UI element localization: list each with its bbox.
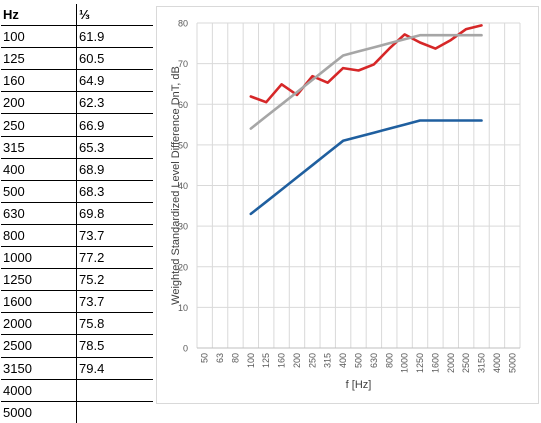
table-row: 630 69.8 (1, 202, 153, 225)
table-row: 400 68.9 (1, 158, 153, 181)
table-row: 4000 (1, 379, 153, 402)
cell-frequency: 160 (1, 69, 77, 93)
cell-value: 62.3 (76, 91, 153, 115)
x-tick-label: 50 (200, 353, 210, 363)
chart-frame (156, 6, 539, 404)
header-hz: Hz (1, 4, 77, 27)
table-row: 1600 73.7 (1, 290, 153, 314)
cell-frequency: 1250 (1, 268, 77, 292)
x-tick-label: 315 (323, 353, 333, 368)
cell-frequency: 200 (1, 91, 77, 115)
cell-value: 60.5 (76, 47, 153, 71)
x-tick-label: 100 (246, 353, 256, 368)
cell-frequency: 2000 (1, 312, 77, 336)
y-tick-label: 20 (178, 262, 188, 272)
y-tick-label: 80 (178, 19, 188, 29)
x-tick-label: 1600 (430, 353, 440, 373)
y-tick-label: 50 (178, 140, 188, 150)
cell-value: 75.2 (76, 268, 153, 292)
x-tick-label: 3150 (477, 353, 487, 373)
cell-value: 61.9 (76, 25, 153, 49)
y-tick-label: 30 (178, 222, 188, 232)
x-tick-label: 630 (369, 353, 379, 368)
series-line-2 (249, 33, 483, 130)
cell-value: 69.8 (76, 202, 153, 225)
table-row: 1250 75.2 (1, 268, 153, 292)
x-tick-label: 250 (307, 353, 317, 368)
frequency-table: Hz ⅓ 100 61.9 125 60.5 160 64.9 200 62.3 250 66.9… (1, 4, 153, 423)
cell-value: 75.8 (76, 312, 153, 336)
cell-value: 65.3 (76, 136, 153, 159)
table-row: 3150 79.4 (1, 357, 153, 380)
line-chart: 0 10 20 30 40 50 60 70 80 50 63 80 100 125 160 200 250 31… (170, 19, 521, 391)
table-row: 315 65.3 (1, 136, 153, 159)
x-tick-label: 5000 (507, 353, 517, 373)
cell-frequency: 500 (1, 180, 77, 203)
x-tick-label: 800 (384, 353, 394, 368)
x-tick-label: 400 (338, 353, 348, 368)
header-third: ⅓ (76, 4, 153, 27)
cell-frequency: 3150 (1, 357, 77, 380)
table-row: 2000 75.8 (1, 312, 153, 336)
cell-frequency: 250 (1, 113, 77, 137)
cell-value: 78.5 (76, 334, 153, 358)
cell-frequency: 125 (1, 47, 77, 71)
cell-value: 73.7 (76, 290, 153, 314)
table-row: 800 73.7 (1, 224, 153, 248)
y-tick-label: 70 (178, 59, 188, 69)
table-row: 100 61.9 (1, 25, 153, 49)
table-row: 160 64.9 (1, 69, 153, 93)
cell-frequency: 400 (1, 158, 77, 181)
x-tick-label: 500 (354, 353, 364, 368)
x-tick-label: 160 (277, 353, 287, 368)
series-line-3 (249, 119, 483, 216)
x-tick-label: 80 (230, 353, 240, 363)
x-tick-label: 63 (215, 353, 225, 363)
y-tick-label: 10 (178, 303, 188, 313)
cell-value: 66.9 (76, 113, 153, 137)
y-tick-label: 0 (183, 344, 188, 354)
cell-value: 79.4 (76, 357, 153, 380)
cell-value: 73.7 (76, 224, 153, 248)
x-tick-label: 1250 (415, 353, 425, 373)
cell-value: 68.3 (76, 180, 153, 203)
cell-value: 64.9 (76, 69, 153, 93)
cell-value: 68.9 (76, 158, 153, 181)
table-header-row: Hz ⅓ (1, 4, 153, 27)
table-row: 200 62.3 (1, 91, 153, 115)
table-row: 1000 77.2 (1, 246, 153, 270)
series-line-1 (249, 24, 483, 104)
table-row: 250 66.9 (1, 113, 153, 137)
x-tick-label: 1000 (400, 353, 410, 373)
cell-frequency: 800 (1, 224, 77, 248)
cell-frequency: 1600 (1, 290, 77, 314)
cell-frequency: 2500 (1, 334, 77, 358)
x-tick-label: 200 (292, 353, 302, 368)
table-row: 125 60.5 (1, 47, 153, 71)
x-tick-label: 4000 (492, 353, 502, 373)
x-tick-label: 2500 (461, 353, 471, 373)
cell-value (76, 379, 153, 402)
y-tick-label: 60 (178, 100, 188, 110)
cell-frequency: 630 (1, 202, 77, 225)
x-tick-label: 125 (261, 353, 271, 368)
cell-value: 77.2 (76, 246, 153, 270)
table-row: 500 68.3 (1, 180, 153, 203)
x-tick-label: 2000 (446, 353, 456, 373)
cell-frequency: 4000 (1, 379, 77, 402)
x-axis-label: f [Hz] (346, 379, 372, 391)
y-axis-label: Weighted Standardized Level Difference D… (170, 66, 182, 305)
y-tick-label: 40 (178, 181, 188, 191)
cell-frequency: 100 (1, 25, 77, 49)
cell-frequency: 1000 (1, 246, 77, 270)
cell-frequency: 315 (1, 136, 77, 159)
table-row: 2500 78.5 (1, 334, 153, 358)
